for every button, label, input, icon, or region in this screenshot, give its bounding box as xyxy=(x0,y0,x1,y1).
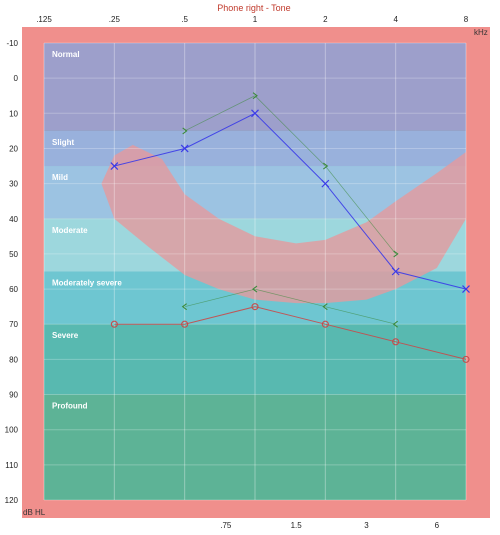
y-tick-label: 30 xyxy=(9,180,18,189)
chart-series xyxy=(110,92,470,363)
series-3-point xyxy=(252,285,258,293)
y-tick-label: 20 xyxy=(9,144,18,153)
series-2-point xyxy=(323,162,329,170)
x-axis-unit-label: kHz xyxy=(474,28,488,37)
x-minor-tick-label: 1.5 xyxy=(291,521,303,530)
y-tick-label: 90 xyxy=(9,391,18,400)
speech-banana-area xyxy=(101,144,467,304)
series-1-point xyxy=(392,338,400,346)
series-0-point xyxy=(391,267,400,276)
y-tick-label: -10 xyxy=(6,39,18,48)
series-3-point xyxy=(392,320,398,328)
band-label: Moderate xyxy=(52,226,88,235)
y-tick-label: 0 xyxy=(14,74,19,83)
y-tick-label: 10 xyxy=(9,109,18,118)
x-tick-label: .5 xyxy=(181,15,188,24)
x-tick-label: .125 xyxy=(36,15,52,24)
speech-banana xyxy=(101,144,467,304)
band-label: Normal xyxy=(52,50,80,59)
band-label: Severe xyxy=(52,331,79,340)
series-0-point xyxy=(462,285,470,294)
series-2-point xyxy=(252,92,258,100)
band-label: Mild xyxy=(52,173,68,182)
y-tick-label: 110 xyxy=(5,461,18,470)
band-normal xyxy=(44,43,466,131)
x-tick-label: 2 xyxy=(323,15,328,24)
series-2-point xyxy=(182,127,188,135)
y-tick-label: 120 xyxy=(5,496,19,505)
series-0-point xyxy=(321,179,330,188)
x-tick-label: 8 xyxy=(464,15,469,24)
series-3-point xyxy=(322,303,328,311)
x-tick-label: .25 xyxy=(109,15,121,24)
band-severe xyxy=(44,324,466,395)
y-tick-label: 50 xyxy=(9,250,18,259)
y-tick-label: 40 xyxy=(9,215,18,224)
y-tick-label: 100 xyxy=(5,426,19,435)
band-label: Slight xyxy=(52,138,75,147)
x-minor-tick-label: 3 xyxy=(364,521,369,530)
x-tick-label: 4 xyxy=(393,15,398,24)
y-tick-label: 60 xyxy=(9,285,18,294)
y-tick-label: 80 xyxy=(9,355,18,364)
series-0-point xyxy=(251,109,259,118)
series-0-line xyxy=(114,112,467,290)
series-1-line xyxy=(114,306,467,360)
series-2-point xyxy=(393,250,399,258)
chart-title: Phone right - Tone xyxy=(217,3,290,13)
series-0-point xyxy=(180,144,189,153)
series-1-point xyxy=(110,320,118,328)
chart-labels: Phone right - Tone kHz dB HL xyxy=(23,3,488,517)
series-1-point xyxy=(462,355,470,363)
y-axis-unit-label: dB HL xyxy=(23,508,46,517)
band-label: Profound xyxy=(52,402,88,411)
x-minor-tick-label: 6 xyxy=(435,521,440,530)
series-1-point xyxy=(181,320,189,328)
series-0-point xyxy=(110,162,119,170)
x-minor-tick-label: .75 xyxy=(220,521,232,530)
series-3-point xyxy=(181,303,187,311)
series-3-line xyxy=(184,288,396,325)
band-label: Moderately severe xyxy=(52,279,122,288)
series-2-line xyxy=(184,95,396,255)
series-1-point xyxy=(251,303,259,311)
x-tick-label: 1 xyxy=(253,15,258,24)
band-profound xyxy=(44,394,466,500)
y-tick-label: 70 xyxy=(9,320,18,329)
series-1-point xyxy=(321,320,329,328)
